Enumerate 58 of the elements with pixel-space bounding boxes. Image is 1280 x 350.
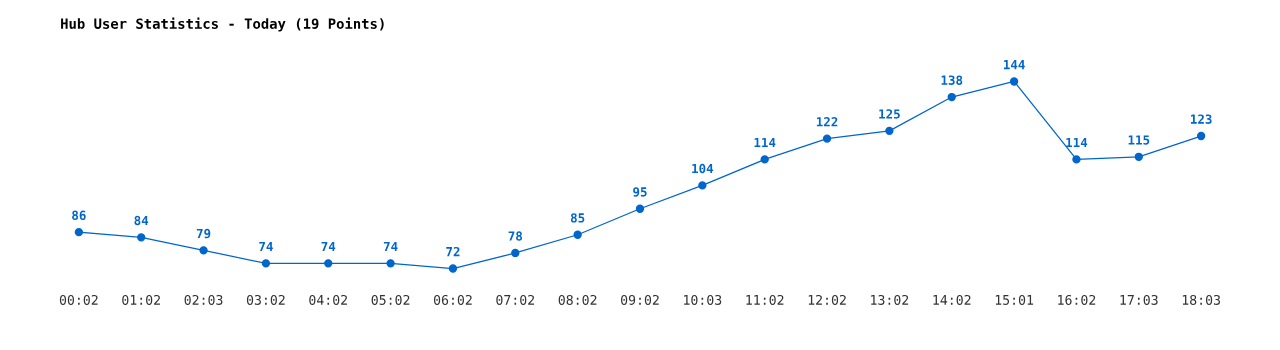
x-tick-label: 18:03 [1182, 294, 1220, 305]
data-label: 144 [1003, 60, 1025, 70]
data-label: 138 [941, 75, 963, 85]
data-label: 85 [570, 213, 585, 223]
data-label: 122 [816, 117, 838, 127]
data-label: 95 [633, 187, 647, 197]
x-tick-label: 02:03 [184, 294, 223, 305]
point [137, 233, 146, 242]
data-label: 78 [508, 231, 523, 241]
point [947, 92, 956, 102]
point [635, 204, 645, 213]
x-tick-label: 09:02 [621, 294, 659, 305]
x-tick-label: 14:02 [933, 294, 971, 305]
point [386, 259, 395, 268]
point [448, 264, 458, 273]
x-tick-label: 04:02 [309, 294, 347, 305]
point [261, 259, 271, 268]
x-tick-label: 11:02 [746, 294, 784, 305]
data-label: 74 [383, 241, 398, 252]
x-tick-label: 12:02 [808, 294, 846, 305]
x-tick-label: 01:02 [122, 294, 160, 305]
point [1196, 131, 1206, 141]
point [1072, 155, 1081, 164]
x-tick-label: 03:02 [246, 294, 285, 305]
data-label: 123 [1191, 114, 1212, 124]
data-label: 79 [196, 228, 211, 239]
data-label: 114 [754, 137, 776, 148]
point [1134, 152, 1143, 161]
point [573, 230, 582, 239]
point [885, 126, 894, 135]
data-label: 125 [879, 109, 900, 119]
data-label: 86 [72, 210, 86, 221]
data-label: 115 [1128, 135, 1150, 145]
point [822, 134, 832, 143]
x-tick-label: 17:03 [1120, 294, 1158, 305]
point [74, 227, 84, 237]
point [199, 246, 208, 255]
data-label: 84 [134, 215, 149, 226]
data-label: 104 [692, 163, 714, 174]
x-tick-label: 07:02 [496, 294, 535, 305]
point [760, 155, 769, 164]
point [511, 248, 520, 258]
point [698, 181, 707, 190]
data-label: 74 [259, 241, 273, 252]
x-tick-label: 13:02 [871, 294, 909, 305]
data-label: 72 [446, 246, 460, 257]
point [1009, 77, 1019, 86]
chart-title: Hub User Statistics - Today (19 Points) [61, 17, 384, 32]
x-tick-label: 00:02 [59, 294, 98, 305]
x-tick-label: 15:01 [995, 294, 1034, 305]
x-tick-label: 10:03 [684, 294, 722, 305]
data-label: 114 [1066, 137, 1088, 148]
point [324, 259, 333, 268]
x-tick-label: 16:02 [1058, 294, 1096, 305]
x-tick-label: 08:02 [558, 294, 597, 305]
x-tick-label: 05:02 [371, 294, 410, 305]
data-label: 74 [321, 241, 336, 252]
x-tick-label: 06:02 [433, 294, 472, 305]
